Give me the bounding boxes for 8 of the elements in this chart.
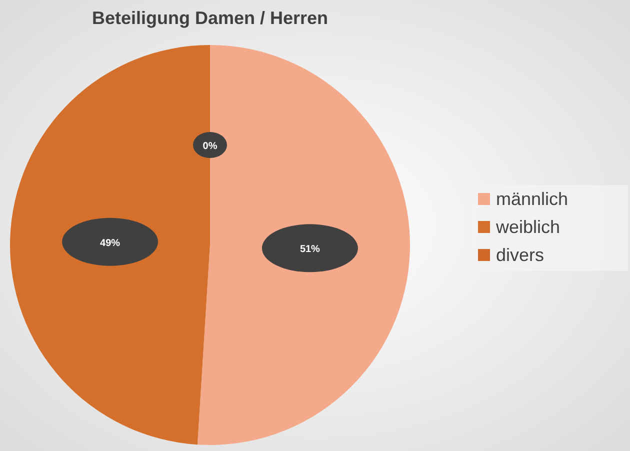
legend-label: männlich xyxy=(496,189,568,209)
legend-label: divers xyxy=(496,245,544,265)
text: 0% xyxy=(202,141,218,152)
pie-slice xyxy=(197,45,410,445)
data-label: 49% xyxy=(100,238,120,249)
legend-label: weiblich xyxy=(495,217,560,237)
data-label: 51% xyxy=(300,244,320,256)
chart-title: Beteiligung Damen / Herren xyxy=(92,8,328,28)
